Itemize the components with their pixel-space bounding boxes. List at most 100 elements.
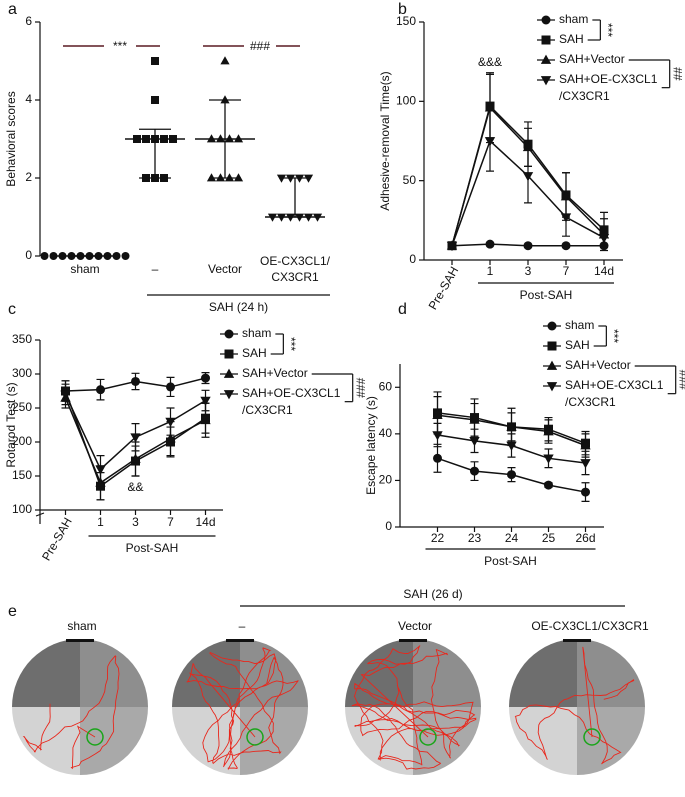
- x-tick-label: 3: [525, 264, 532, 278]
- camera-bar: [399, 639, 427, 642]
- x-tick-label: sham: [70, 262, 99, 276]
- camera-bar: [563, 639, 591, 642]
- x-tick-label: 14d: [195, 515, 215, 529]
- x-tick-label: 7: [563, 264, 570, 278]
- y-tick-label: 300: [12, 366, 32, 380]
- y-tick-label: 150: [396, 14, 416, 28]
- legend-marker: [541, 35, 551, 45]
- point: [485, 239, 495, 249]
- quadrant: [509, 639, 577, 707]
- comparison-label: ***: [113, 39, 127, 53]
- point: [206, 173, 217, 182]
- comparison-label: ***: [284, 337, 298, 351]
- point: [49, 252, 58, 260]
- x-tick-label: 14d: [594, 264, 614, 278]
- point: [200, 414, 211, 425]
- maze: [345, 639, 481, 775]
- comparison-label: ##: [671, 67, 685, 81]
- point: [220, 95, 230, 104]
- y-tick-label: 350: [12, 332, 32, 346]
- legend-marker: [546, 360, 558, 370]
- platform: [86, 728, 104, 746]
- legend-label: sham: [242, 326, 271, 340]
- point: [580, 459, 591, 469]
- point: [165, 417, 176, 427]
- x-tick-label: Pre-SAH: [426, 264, 462, 312]
- point: [224, 173, 235, 182]
- comparison-label: ***: [601, 23, 615, 37]
- legend-marker: [224, 329, 234, 339]
- point: [432, 431, 443, 441]
- panel-letter: a: [8, 1, 17, 18]
- legend-label: SAH+Vector: [559, 52, 625, 66]
- group-label: SAH (24 h): [209, 300, 268, 314]
- point: [294, 174, 305, 183]
- point: [151, 96, 159, 104]
- legend-marker: [547, 341, 557, 351]
- y-tick-label: 50: [403, 173, 417, 187]
- panel-letter: b: [398, 1, 407, 18]
- panel-letter: e: [8, 603, 17, 620]
- x-tick-label: 7: [167, 515, 174, 529]
- point: [112, 252, 121, 260]
- point: [130, 433, 141, 443]
- point: [469, 414, 480, 424]
- axis-break: [35, 512, 45, 517]
- point: [276, 174, 287, 183]
- point: [60, 390, 71, 400]
- maze-title: –: [239, 619, 246, 633]
- camera-bar: [66, 639, 94, 642]
- comparison-label: ###: [354, 378, 368, 398]
- legend-marker: [224, 349, 234, 359]
- annotation: &&&: [478, 55, 502, 69]
- legend-label: SAH: [565, 338, 590, 352]
- point: [560, 213, 572, 223]
- point: [543, 426, 554, 436]
- y-axis-title: Behavioral scores: [4, 91, 18, 186]
- point: [446, 241, 458, 252]
- point: [484, 102, 496, 112]
- x-tick-label: –: [152, 262, 159, 276]
- x-tick-label: 23: [468, 531, 482, 545]
- point: [544, 480, 553, 490]
- point: [215, 173, 226, 182]
- legend-label: SAH+OE-CX3CL1/CX3CR1: [559, 72, 658, 103]
- quadrant: [577, 707, 645, 775]
- x-tick-label: 3: [132, 515, 139, 529]
- point: [598, 233, 610, 244]
- y-tick-label: 0: [409, 252, 416, 266]
- legend-label: SAH+Vector: [565, 358, 631, 372]
- point: [523, 241, 533, 251]
- y-axis-title: Adhesive-removal Time(s): [378, 71, 392, 210]
- group-label: Post-SAH: [126, 541, 179, 555]
- comparison-label: ###: [677, 370, 685, 390]
- point: [432, 409, 443, 420]
- swim-trace: [351, 645, 477, 770]
- platform: [419, 728, 437, 746]
- point: [433, 453, 442, 463]
- legend-label: SAH: [559, 32, 584, 46]
- x-tick-label: 1: [97, 515, 104, 529]
- point: [200, 396, 211, 406]
- swim-trace: [22, 655, 120, 770]
- quadrant: [80, 707, 148, 775]
- legend-marker: [223, 368, 235, 378]
- maze-title: sham: [67, 619, 96, 633]
- y-tick-label: 0: [385, 519, 392, 533]
- comparison-label: ***: [607, 329, 621, 343]
- point: [469, 437, 480, 447]
- comparison-label: ###: [250, 39, 270, 53]
- legend-marker: [223, 390, 235, 400]
- point: [201, 373, 210, 383]
- x-tick-label: Pre-SAH: [39, 515, 75, 563]
- maze: [509, 639, 645, 775]
- point: [561, 241, 571, 251]
- point: [166, 382, 175, 392]
- quadrant: [172, 707, 240, 775]
- y-axis-title: Rotarod Test (s): [4, 382, 18, 467]
- x-tick-label: 26d: [575, 531, 595, 545]
- legend-marker: [547, 321, 557, 331]
- group-label: Post-SAH: [520, 288, 573, 302]
- y-tick-label: 6: [25, 14, 32, 28]
- y-tick-label: 4: [25, 92, 32, 106]
